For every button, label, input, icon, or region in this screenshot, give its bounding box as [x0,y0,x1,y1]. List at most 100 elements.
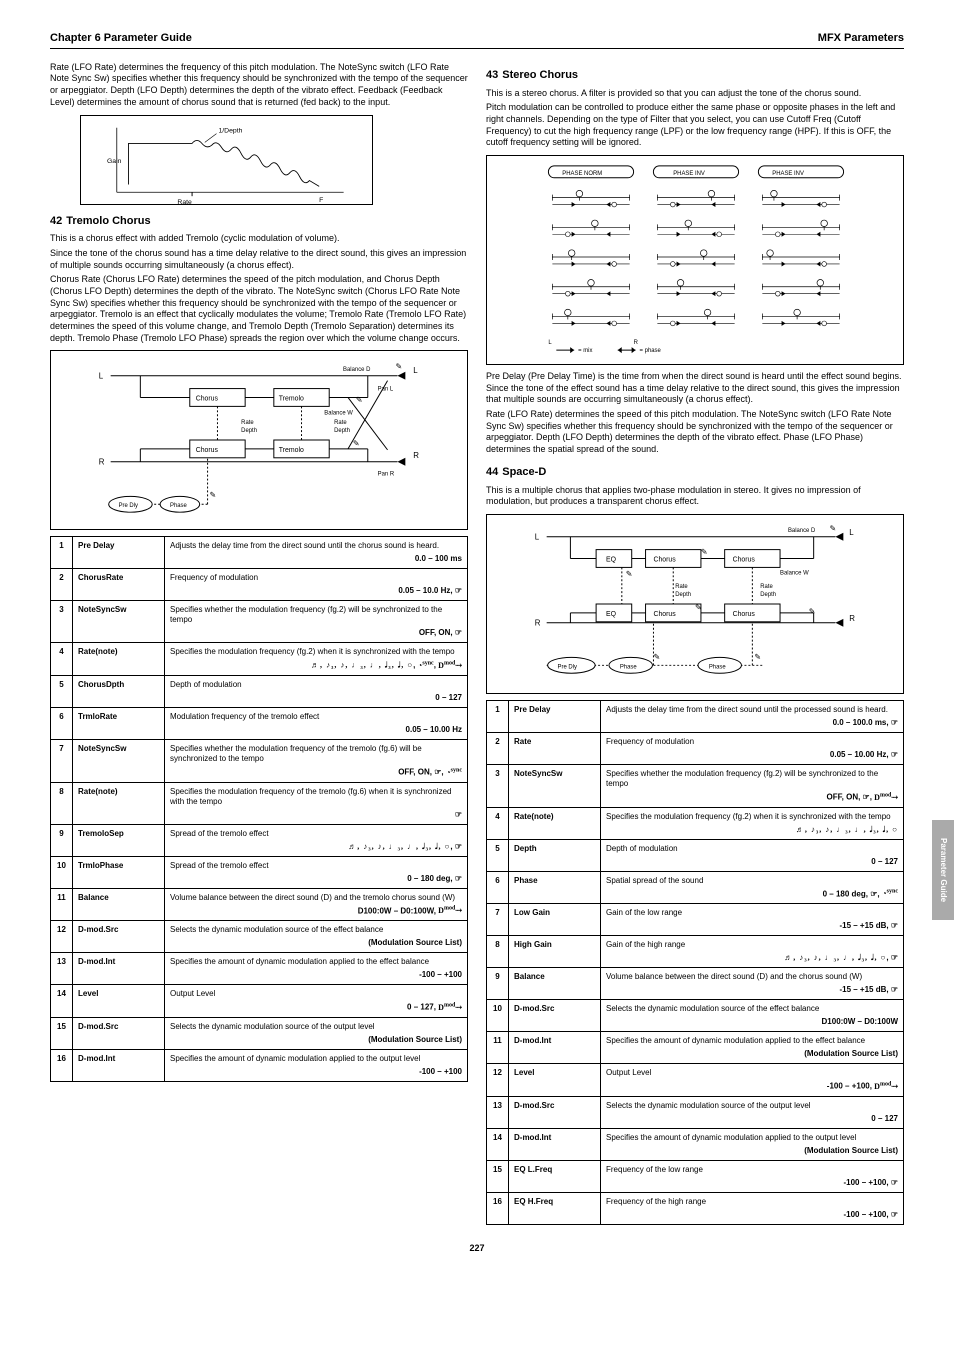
param-val: 0 – 127 [170,693,462,703]
param-val: ♬, ♪₃, ♪, ♩₃, ♩, 𝅗𝅥₃, 𝅗𝅥, ○, ◔sync, Dmod… [170,660,462,671]
param-val: 0.05 – 10.0 Hz, ☞ [170,586,462,596]
param-val: D100:0W – D0:100W, Dmod⇢ [170,906,462,917]
table-row: 15EQ L.FreqFrequency of the low range-10… [487,1160,904,1192]
param-no: 8 [51,782,73,824]
svg-text:PHASE INV: PHASE INV [673,171,705,177]
param-desc: Specifies whether the modulation frequen… [601,764,904,807]
param-name: D-mod.Src [509,1000,601,1032]
svg-text:✎: ✎ [356,396,363,405]
svg-text:✎: ✎ [809,607,816,616]
svg-text:EQ: EQ [606,611,617,618]
param-name: D-mod.Int [73,1050,165,1082]
param-name: Balance [73,888,165,921]
svg-text:Rate: Rate [334,421,347,427]
side-tab-label: Parameter Guide [938,838,948,902]
svg-text:Tremolo: Tremolo [279,396,304,403]
svg-text:Rate: Rate [760,584,773,590]
param-desc: Specifies the amount of dynamic modulati… [601,1032,904,1064]
param-no: 6 [51,708,73,740]
param-desc: Adjusts the delay time from the direct s… [165,537,468,569]
svg-text:Pan R: Pan R [378,472,394,478]
heading-42: 42 Tremolo Chorus [50,215,468,229]
svg-text:✎: ✎ [695,603,702,612]
table-row: 3NoteSyncSwSpecifies whether the modulat… [487,764,904,807]
table-row: 13D-mod.IntSpecifies the amount of dynam… [51,953,468,985]
param-val: (Modulation Source List) [606,1146,898,1156]
heading-42-title: Tremolo Chorus [66,215,150,229]
figure-41-svg: 1/Depth Gain F Rate [81,116,372,204]
page-header: Chapter 6 Parameter Guide MFX Parameters [50,32,904,46]
svg-text:Pre Dly: Pre Dly [119,504,138,510]
p43d: Rate (LFO Rate) determines the speed of … [486,409,904,456]
footer-page-number: 227 [50,1243,904,1254]
param-val: -15 – +15 dB, ☞ [606,985,898,995]
param-val: (Modulation Source List) [170,938,462,948]
param-desc: Selects the dynamic modulation source of… [601,1000,904,1032]
param-name: D-mod.Src [73,921,165,953]
svg-text:L: L [413,366,418,375]
param-name: Phase [509,871,601,904]
param-val: ☞ [170,810,462,820]
p43c: Pre Delay (Pre Delay Time) is the time f… [486,371,904,406]
svg-text:✎: ✎ [653,652,660,661]
table-row: 8High GainGain of the high range♬, ♪₃, ♪… [487,936,904,968]
table-row: 12D-mod.SrcSelects the dynamic modulatio… [51,921,468,953]
svg-text:Balance D: Balance D [343,367,370,373]
p43a: This is a stereo chorus. A filter is pro… [486,88,904,100]
svg-text:✎: ✎ [626,569,633,578]
param-desc: Output Level-100 – +100, Dmod⇢ [601,1064,904,1097]
table-row: 12LevelOutput Level-100 – +100, Dmod⇢ [487,1064,904,1097]
p42a: This is a chorus effect with added Tremo… [50,233,468,245]
svg-text:✎: ✎ [701,547,708,556]
table-row: 11BalanceVolume balance between the dire… [51,888,468,921]
svg-text:✎: ✎ [353,439,360,448]
table-row: 7Low GainGain of the low range-15 – +15 … [487,904,904,936]
table-row: 16D-mod.IntSpecifies the amount of dynam… [51,1050,468,1082]
param-no: 6 [487,871,509,904]
param-no: 9 [51,824,73,856]
param-val: -15 – +15 dB, ☞ [606,921,898,931]
param-desc: Output Level0 – 127, Dmod⇢ [165,985,468,1018]
heading-44-title: Space-D [502,466,546,480]
param-desc: Selects the dynamic modulation source of… [165,921,468,953]
param-val: -100 – +100, ☞ [606,1178,898,1188]
table-row: 6TrmloRateModulation frequency of the tr… [51,708,468,740]
table-row: 10D-mod.SrcSelects the dynamic modulatio… [487,1000,904,1032]
param-no: 16 [487,1192,509,1224]
param-name: ChorusDpth [73,676,165,708]
param-no: 11 [487,1032,509,1064]
param-desc: Volume balance between the direct sound … [165,888,468,921]
param-no: 12 [487,1064,509,1097]
param-desc: Adjusts the delay time from the direct s… [601,700,904,732]
svg-text:Balance W: Balance W [780,570,809,576]
side-tab: Parameter Guide [932,820,954,920]
param-name: Pre Delay [509,700,601,732]
param-val: ♬, ♪₃, ♪, ♩₃, ♩, 𝅗𝅥₃, 𝅗𝅥, ○, ☞ [170,842,462,852]
param-no: 10 [51,856,73,888]
param-name: Rate(note) [73,643,165,676]
heading-42-num: 42 [50,215,62,229]
param-val: (Modulation Source List) [170,1035,462,1045]
svg-text:R: R [99,458,105,467]
svg-text:= phase: = phase [640,348,662,354]
param-val: OFF, ON, ☞, Dmod⇢ [606,792,898,803]
param-val: (Modulation Source List) [606,1049,898,1059]
table-row: 1Pre DelayAdjusts the delay time from th… [51,537,468,569]
param-no: 3 [487,764,509,807]
svg-text:✎: ✎ [754,652,761,661]
param-val: 0.05 – 10.00 Hz, ☞ [606,750,898,760]
param-name: Rate(note) [73,782,165,824]
table-row: 3NoteSyncSwSpecifies whether the modulat… [51,601,468,643]
param-no: 3 [51,601,73,643]
svg-text:R: R [413,451,419,460]
param-name: TrmloRate [73,708,165,740]
param-name: Rate(note) [509,807,601,839]
param-name: NoteSyncSw [73,740,165,783]
right-column: 43 Stereo Chorus This is a stereo chorus… [486,59,904,1225]
figure-42-svg: L R L R Chorus Chorus Tremolo Tremolo [51,351,467,529]
param-desc: Selects the dynamic modulation source of… [165,1018,468,1050]
table-row: 5ChorusDpthDepth of modulation0 – 127 [51,676,468,708]
param-val: 0.0 – 100.0 ms, ☞ [606,718,898,728]
param-desc: Frequency of modulation0.05 – 10.00 Hz, … [601,732,904,764]
param-no: 4 [51,643,73,676]
